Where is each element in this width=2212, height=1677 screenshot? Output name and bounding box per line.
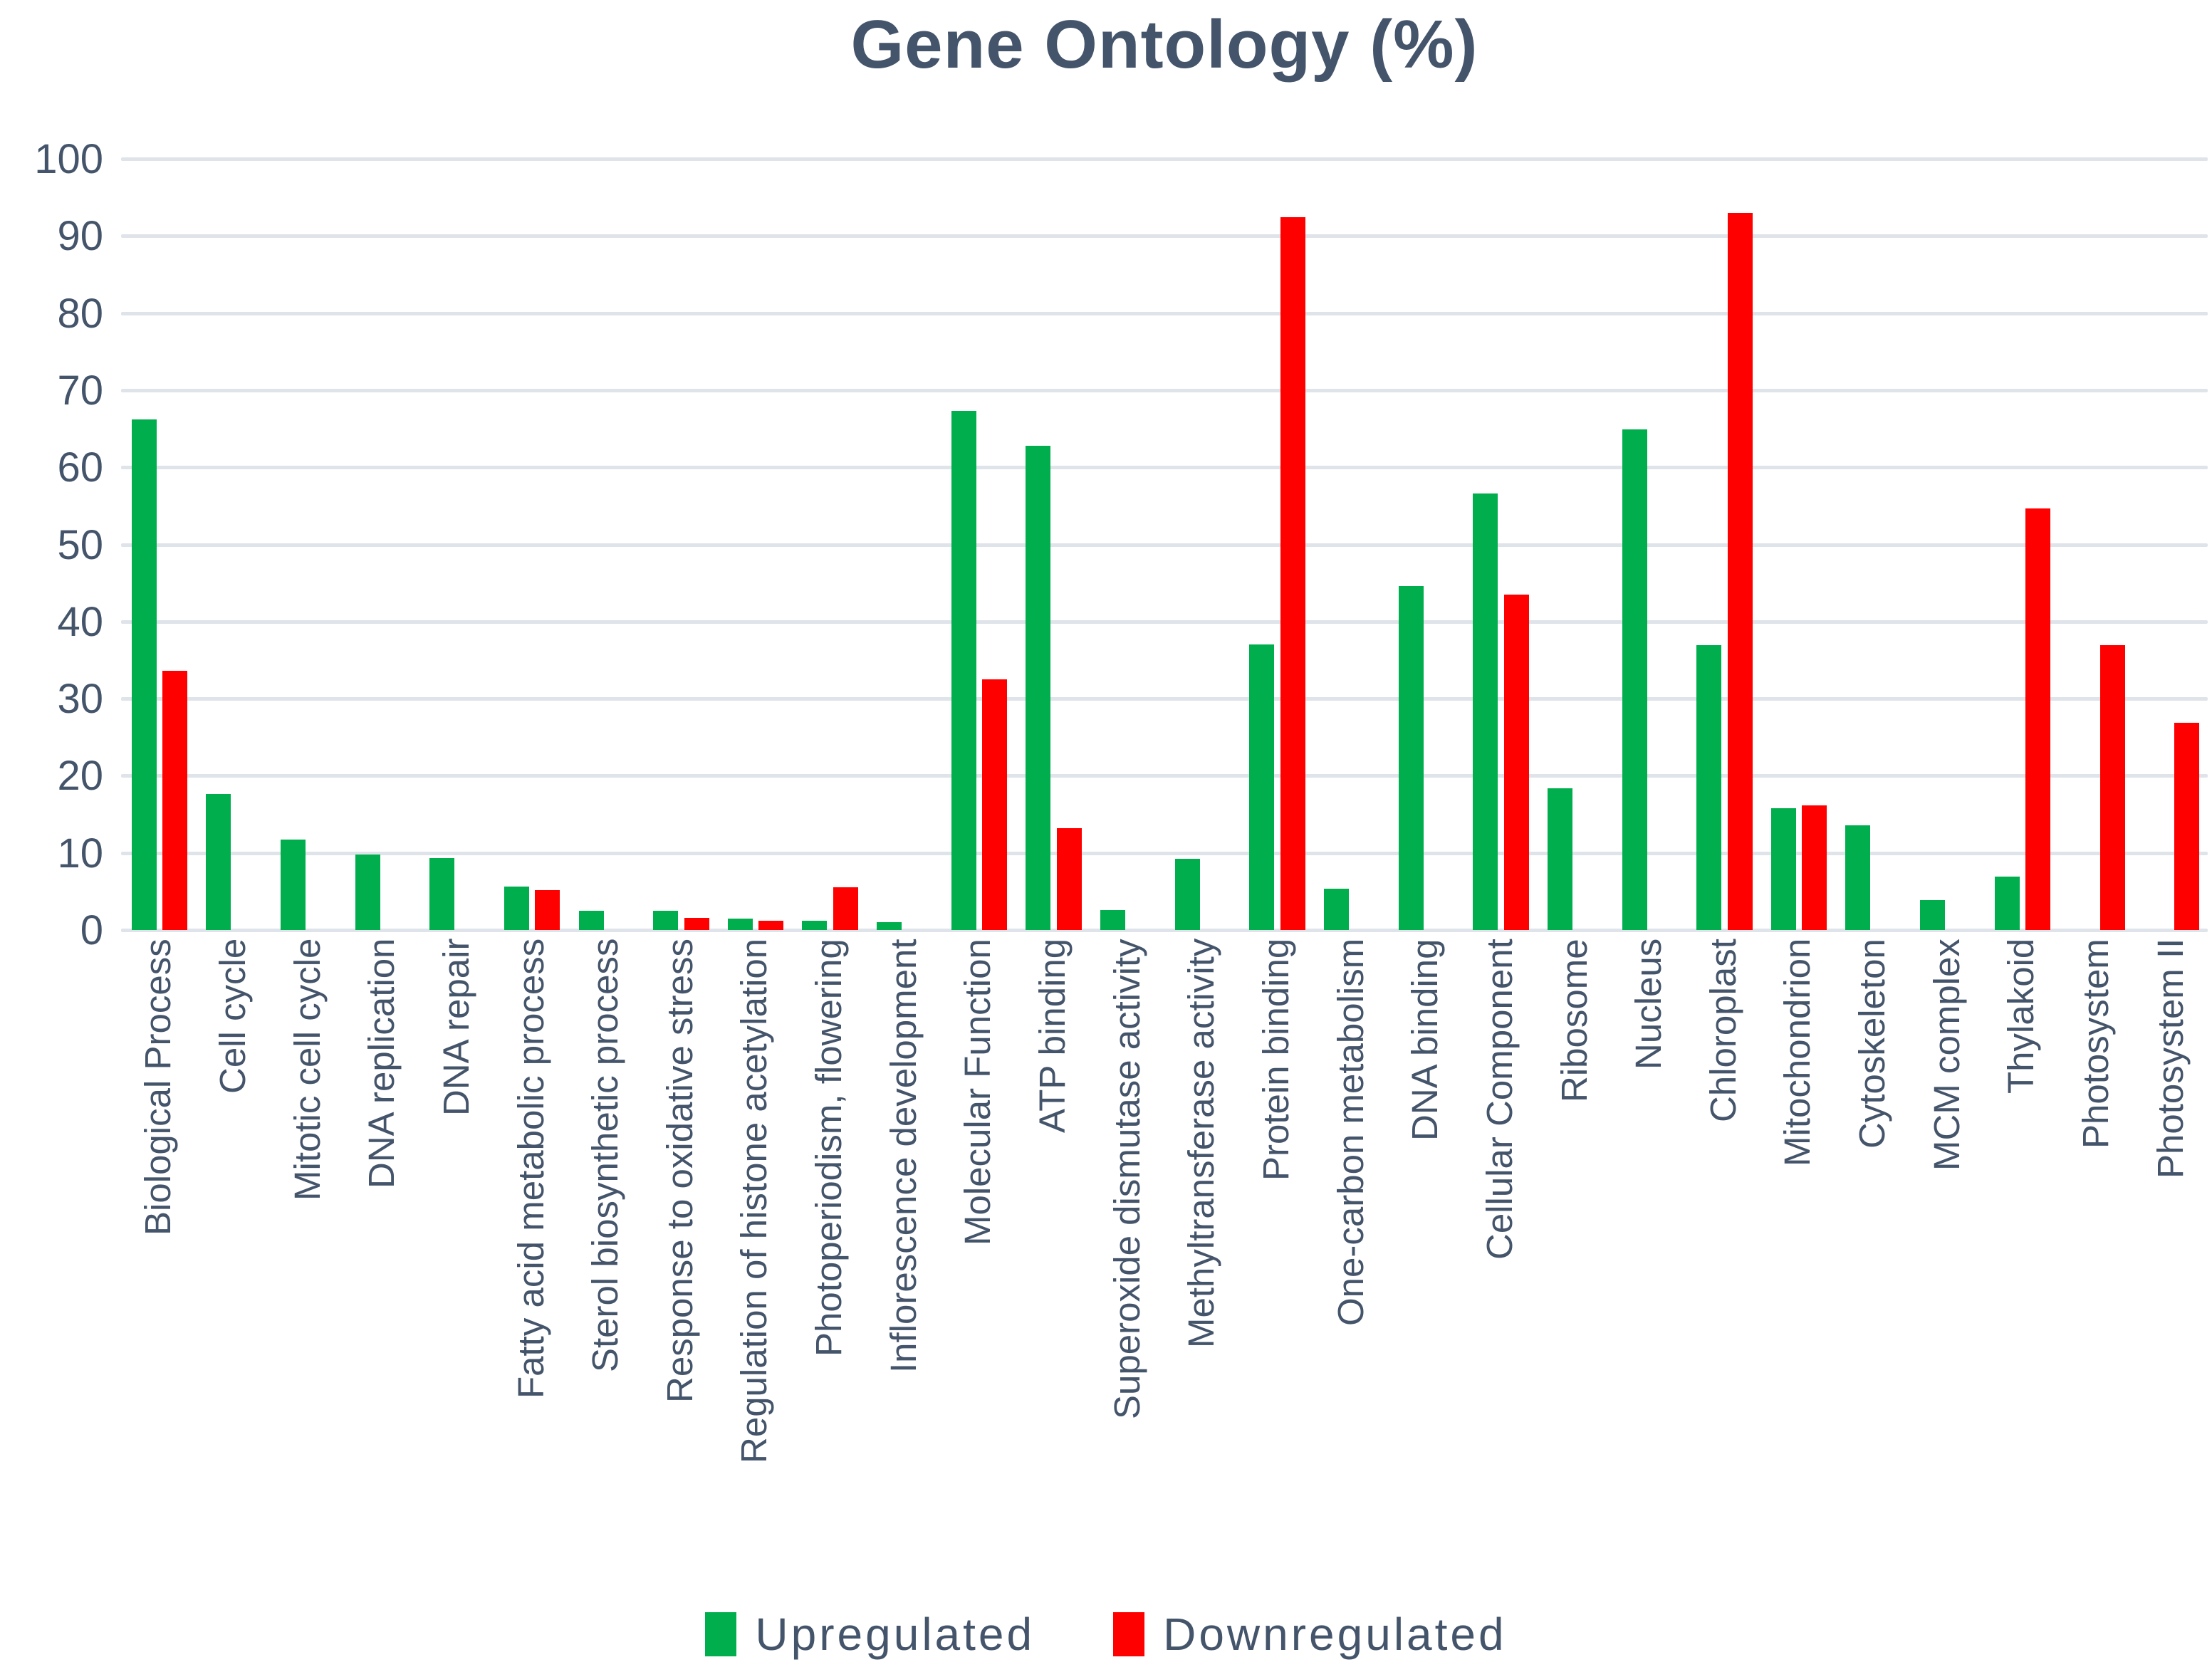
- x-axis-label-Photosystem II: Photosystem II: [2149, 939, 2191, 1179]
- y-tick-label-50: 50: [57, 521, 103, 568]
- bar-upregulated-Sterol biosynthetic process: [578, 910, 604, 930]
- bar-upregulated-Protein binding: [1249, 644, 1275, 930]
- gridline-100: [121, 157, 2208, 161]
- y-tick-label-60: 60: [57, 444, 103, 491]
- x-axis-label-ATP binding: ATP binding: [1032, 939, 1073, 1134]
- x-axis-label-DNA binding: DNA binding: [1404, 939, 1446, 1141]
- bar-upregulated-Regulation of histone acetylation: [727, 918, 753, 930]
- bar-downregulated-Photosystem: [2099, 645, 2125, 930]
- x-axis-label-Photosystem: Photosystem: [2075, 939, 2117, 1149]
- y-tick-label-100: 100: [34, 136, 103, 182]
- bar-upregulated-ATP binding: [1026, 445, 1051, 930]
- bar-upregulated-Ribosome: [1547, 788, 1572, 930]
- bar-upregulated-Cell cycle: [206, 794, 231, 930]
- chart-legend: Upregulated Downregulated: [0, 1608, 2212, 1661]
- chart-title: Gene Ontology (%): [850, 6, 1478, 83]
- x-axis-label-Inflorescence development: Inflorescence development: [882, 939, 924, 1373]
- x-axis-label-Fatty acid metabolic process: Fatty acid metabolic process: [510, 939, 551, 1399]
- x-axis-label-Methyltransferase activity: Methyltransferase activity: [1181, 939, 1222, 1349]
- gridline-80: [121, 311, 2208, 315]
- gridline-40: [121, 620, 2208, 624]
- x-axis-label-Mitochondrion: Mitochondrion: [1777, 939, 1818, 1167]
- bar-upregulated-MCM complex: [1920, 899, 1946, 930]
- bar-upregulated-Inflorescence development: [877, 922, 902, 930]
- bar-downregulated-Thylakoid: [2025, 508, 2051, 930]
- legend-item-downregulated: Downregulated: [1113, 1608, 1507, 1661]
- x-axis-label-Superoxide dismutase activity: Superoxide dismutase activity: [1106, 939, 1147, 1419]
- y-tick-label-40: 40: [57, 598, 103, 645]
- bar-upregulated-Photoperiodism, flowering: [802, 921, 828, 930]
- x-axis-label-Cellular Component: Cellular Component: [1478, 939, 1520, 1260]
- y-tick-label-0: 0: [80, 907, 103, 954]
- x-axis-label-DNA repair: DNA repair: [435, 939, 476, 1117]
- bar-downregulated-Protein binding: [1280, 217, 1305, 930]
- gridline-60: [121, 466, 2208, 470]
- gridline-50: [121, 543, 2208, 547]
- bar-upregulated-Biological Process: [131, 419, 157, 930]
- bar-upregulated-Fatty acid metabolic process: [504, 887, 529, 930]
- gridline-30: [121, 697, 2208, 701]
- bar-upregulated-DNA repair: [429, 858, 455, 930]
- bar-downregulated-Photoperiodism, flowering: [833, 887, 858, 930]
- y-tick-label-10: 10: [57, 830, 103, 877]
- bar-upregulated-Cellular Component: [1473, 493, 1498, 930]
- legend-item-upregulated: Upregulated: [705, 1608, 1035, 1661]
- y-tick-label-30: 30: [57, 676, 103, 723]
- bar-downregulated-Mitochondrion: [1802, 805, 1827, 930]
- x-axis-label-Ribosome: Ribosome: [1553, 939, 1595, 1102]
- bar-downregulated-Molecular Function: [982, 679, 1008, 930]
- gridline-0: [121, 929, 2208, 932]
- x-axis-label-Photoperiodism, flowering: Photoperiodism, flowering: [808, 939, 850, 1357]
- bar-upregulated-Response to oxidative stress: [653, 910, 679, 930]
- bar-upregulated-Methyltransferase activity: [1174, 859, 1200, 930]
- y-tick-label-70: 70: [57, 367, 103, 414]
- x-axis-label-DNA replication: DNA replication: [361, 939, 402, 1189]
- gridline-10: [121, 851, 2208, 855]
- downregulated-swatch-icon: [1113, 1612, 1145, 1656]
- upregulated-swatch-icon: [705, 1612, 737, 1656]
- bar-downregulated-Biological Process: [162, 671, 188, 930]
- bar-upregulated-Molecular Function: [951, 411, 976, 930]
- bar-upregulated-Chloroplast: [1696, 645, 1722, 930]
- x-axis-label-Response to oxidative stress: Response to oxidative stress: [659, 939, 700, 1403]
- bar-upregulated-DNA binding: [1398, 585, 1424, 930]
- x-axis-label-Nucleus: Nucleus: [1628, 939, 1669, 1070]
- bar-upregulated-Superoxide dismutase activity: [1100, 909, 1126, 930]
- gridline-70: [121, 388, 2208, 392]
- x-axis-label-Mitotic cell cycle: Mitotic cell cycle: [286, 939, 328, 1201]
- x-axis-label-Chloroplast: Chloroplast: [1702, 939, 1743, 1122]
- x-axis-label-Regulation of histone acetylation: Regulation of histone acetylation: [734, 939, 775, 1464]
- x-axis-label-Protein binding: Protein binding: [1255, 939, 1296, 1181]
- bar-upregulated-Thylakoid: [1994, 877, 2020, 930]
- x-axis-label-Cell cycle: Cell cycle: [212, 939, 253, 1095]
- x-axis-label-MCM complex: MCM complex: [1926, 939, 1967, 1171]
- x-axis-label-Sterol biosynthetic process: Sterol biosynthetic process: [585, 939, 626, 1373]
- gridline-20: [121, 774, 2208, 778]
- bar-downregulated-Photosystem II: [2174, 722, 2200, 930]
- y-tick-label-80: 80: [57, 290, 103, 337]
- bar-upregulated-Mitochondrion: [1770, 808, 1796, 930]
- bar-upregulated-One-carbon metabolism: [1323, 888, 1349, 930]
- x-axis-label-Biological Process: Biological Process: [137, 939, 179, 1235]
- bar-downregulated-ATP binding: [1056, 828, 1082, 930]
- bar-upregulated-DNA replication: [355, 854, 380, 930]
- bar-upregulated-Nucleus: [1622, 429, 1647, 930]
- x-axis-label-Molecular Function: Molecular Function: [957, 939, 998, 1245]
- gridline-90: [121, 234, 2208, 239]
- bar-downregulated-Chloroplast: [1727, 212, 1753, 930]
- x-axis-label-One-carbon metabolism: One-carbon metabolism: [1330, 939, 1371, 1327]
- y-tick-label-90: 90: [57, 213, 103, 260]
- bar-downregulated-Regulation of histone acetylation: [758, 921, 784, 930]
- bar-upregulated-Cytoskeleton: [1845, 825, 1871, 930]
- bar-upregulated-Mitotic cell cycle: [280, 840, 306, 930]
- bar-downregulated-Response to oxidative stress: [684, 917, 709, 930]
- legend-label-upregulated: Upregulated: [755, 1609, 1035, 1660]
- x-axis-label-Cytoskeleton: Cytoskeleton: [1852, 939, 1893, 1149]
- legend-label-downregulated: Downregulated: [1163, 1609, 1507, 1660]
- bar-downregulated-Cellular Component: [1503, 594, 1529, 930]
- y-tick-label-20: 20: [57, 753, 103, 800]
- bar-downregulated-Fatty acid metabolic process: [535, 889, 560, 930]
- x-axis-label-Thylakoid: Thylakoid: [2000, 939, 2042, 1095]
